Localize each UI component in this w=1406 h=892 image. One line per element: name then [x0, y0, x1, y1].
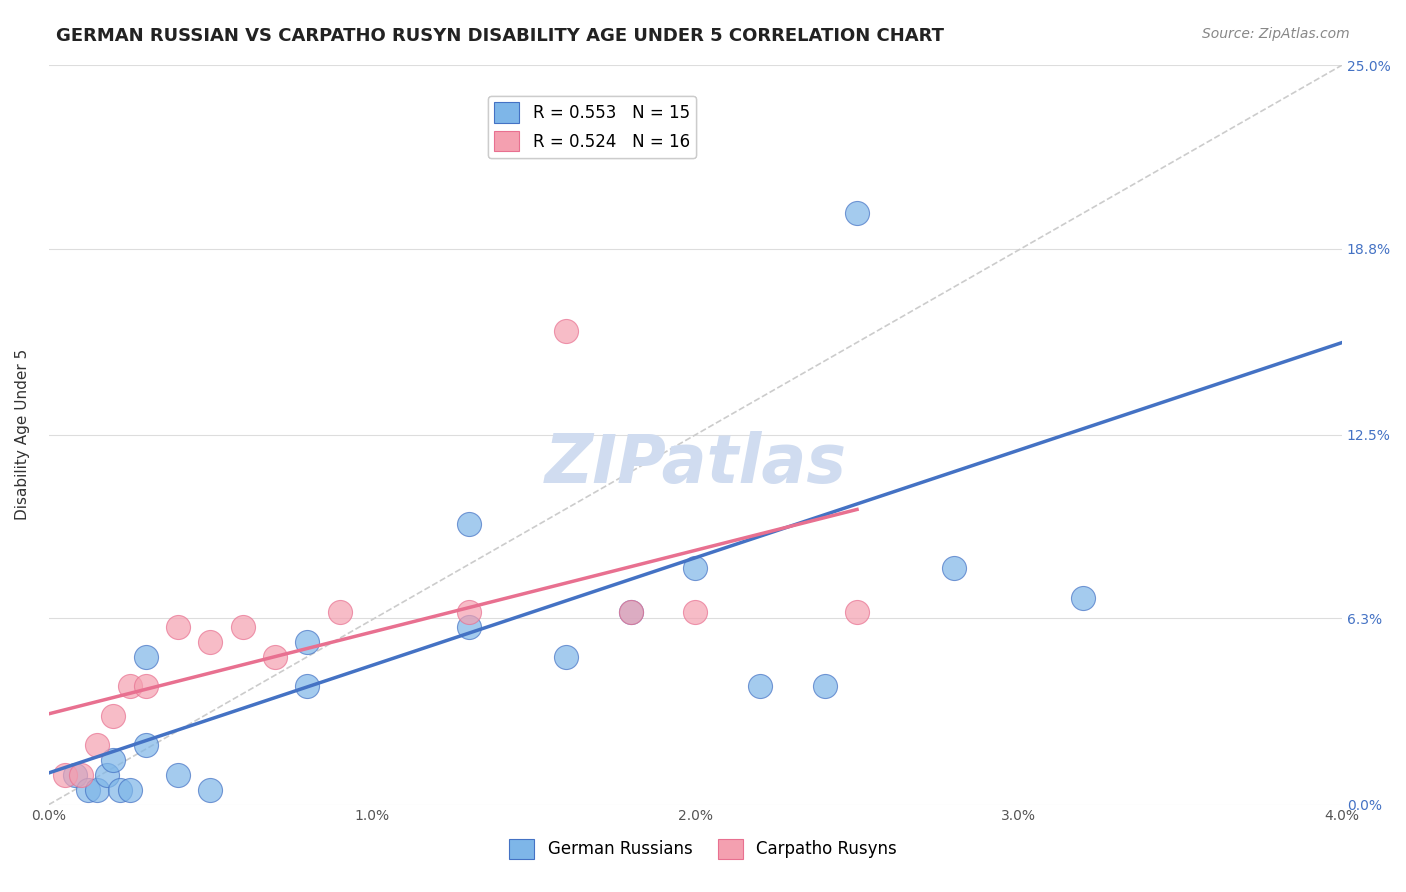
Point — [458, 620, 481, 634]
Point — [749, 679, 772, 693]
Point — [118, 782, 141, 797]
Point — [167, 620, 190, 634]
Point — [685, 605, 707, 619]
Point — [53, 768, 76, 782]
Point — [108, 782, 131, 797]
Point — [620, 605, 643, 619]
Point — [943, 561, 966, 575]
Point — [70, 768, 93, 782]
Point — [86, 782, 108, 797]
Point — [96, 768, 118, 782]
Point — [555, 649, 578, 664]
Text: Source: ZipAtlas.com: Source: ZipAtlas.com — [1202, 27, 1350, 41]
Point — [135, 739, 157, 753]
Point — [814, 679, 837, 693]
Y-axis label: Disability Age Under 5: Disability Age Under 5 — [15, 350, 30, 521]
Point — [555, 324, 578, 338]
Point — [76, 782, 98, 797]
Point — [1073, 591, 1095, 605]
Point — [200, 635, 222, 649]
Point — [86, 739, 108, 753]
Point — [135, 679, 157, 693]
Point — [232, 620, 254, 634]
Point — [167, 768, 190, 782]
Point — [329, 605, 352, 619]
Legend: R = 0.553   N = 15, R = 0.524   N = 16: R = 0.553 N = 15, R = 0.524 N = 16 — [488, 95, 696, 158]
Point — [297, 679, 319, 693]
Point — [200, 782, 222, 797]
Text: GERMAN RUSSIAN VS CARPATHO RUSYN DISABILITY AGE UNDER 5 CORRELATION CHART: GERMAN RUSSIAN VS CARPATHO RUSYN DISABIL… — [56, 27, 945, 45]
Point — [652, 103, 675, 117]
Point — [63, 768, 86, 782]
Point — [103, 753, 125, 767]
Legend: German Russians, Carpatho Rusyns: German Russians, Carpatho Rusyns — [503, 832, 903, 866]
Point — [846, 605, 869, 619]
Point — [458, 516, 481, 531]
Point — [685, 561, 707, 575]
Point — [264, 649, 287, 664]
Point — [297, 635, 319, 649]
Point — [135, 649, 157, 664]
Point — [103, 709, 125, 723]
Text: ZIPatlas: ZIPatlas — [544, 432, 846, 498]
Point — [846, 206, 869, 220]
Point — [458, 605, 481, 619]
Point — [118, 679, 141, 693]
Point — [620, 605, 643, 619]
